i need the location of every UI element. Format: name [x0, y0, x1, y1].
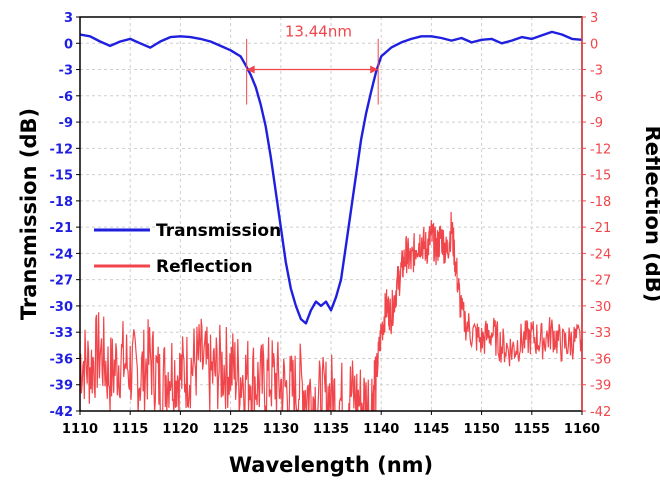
y-tick-label-left: -39 [50, 379, 74, 394]
y-tick-label-left: -33 [50, 326, 74, 341]
legend-label-reflection: Reflection [156, 257, 253, 277]
y-tick-label-left: -6 [59, 90, 73, 105]
y-tick-label-right: -3 [590, 64, 603, 79]
y-tick-label-left: -27 [50, 274, 74, 289]
y-tick-label-left: -42 [50, 405, 74, 420]
y-tick-label-right: -36 [590, 352, 611, 367]
y-tick-label-right: -24 [590, 247, 611, 262]
y-tick-label-right: -9 [590, 116, 603, 131]
y-tick-label-right: -33 [590, 326, 611, 341]
y-axis-title-right: Reflection (dB) [641, 126, 660, 303]
y-tick-label-right: -39 [590, 379, 611, 394]
x-tick-label: 1120 [162, 422, 198, 437]
annotation-label: 13.44nm [285, 22, 352, 40]
legend-label-transmission: Transmission [156, 221, 281, 241]
y-tick-label-right: -15 [590, 169, 611, 184]
y-tick-label-left: 0 [64, 37, 73, 52]
annotation: 13.44nm [246, 22, 379, 105]
x-tick-label: 1155 [514, 422, 550, 437]
y-axis-right: 3 0 -3 -6 -9 -12 -15 -18 -21 -24 -27 -30 -33 -36 -39 -4… [581, 11, 611, 420]
y-tick-label-left: -12 [50, 142, 74, 157]
y-tick-label-left: -36 [50, 352, 74, 367]
series-line-transmission [80, 30, 582, 325]
y-axis-left: 3 0 -3 -6 -9 -12 -15 -18 -21 -24 -27 -30 -33 -36 -39 -4… [50, 11, 80, 420]
series-line-reflection [80, 211, 582, 411]
y-tick-label-right: -18 [590, 195, 611, 210]
x-tick-label: 1150 [464, 422, 500, 437]
legend: Transmission Reflection [94, 221, 281, 277]
y-tick-label-left: -9 [59, 116, 73, 131]
x-tick-label: 1160 [564, 422, 600, 437]
annotation-arrowhead-left [246, 65, 255, 74]
y-tick-label-left: -18 [50, 195, 74, 210]
x-tick-label: 1140 [363, 422, 399, 437]
x-tick-label: 1135 [313, 422, 349, 437]
y-tick-label-right: -30 [590, 300, 611, 315]
y-tick-label-right: 3 [590, 11, 598, 26]
y-tick-label-right: -12 [590, 142, 611, 157]
series-layer [80, 30, 582, 411]
x-tick-label: 1125 [213, 422, 249, 437]
y-tick-label-right: -42 [590, 405, 611, 420]
y-tick-label-left: -30 [50, 300, 74, 315]
y-axis-title-left: Transmission (dB) [17, 108, 41, 320]
y-tick-label-left: -21 [50, 221, 74, 236]
y-tick-label-left: -24 [50, 247, 74, 262]
y-tick-label-left: -3 [59, 64, 73, 79]
y-tick-label-right: 0 [590, 37, 598, 52]
y-tick-label-right: -21 [590, 221, 611, 236]
x-tick-label: 1115 [112, 422, 148, 437]
x-tick-label: 1145 [413, 422, 449, 437]
x-axis-title: Wavelength (nm) [229, 453, 433, 477]
y-tick-label-left: -15 [50, 169, 74, 184]
y-tick-label-right: -27 [590, 274, 611, 289]
x-axis: 1110 1115 1120 1125 1130 1135 1140 1145 1150 1155… [62, 411, 600, 437]
annotation-arrowhead-right [370, 65, 379, 74]
y-tick-label-left: 3 [64, 11, 73, 26]
y-tick-label-right: -6 [590, 90, 603, 105]
x-tick-label: 1110 [62, 422, 98, 437]
x-tick-label: 1130 [263, 422, 299, 437]
